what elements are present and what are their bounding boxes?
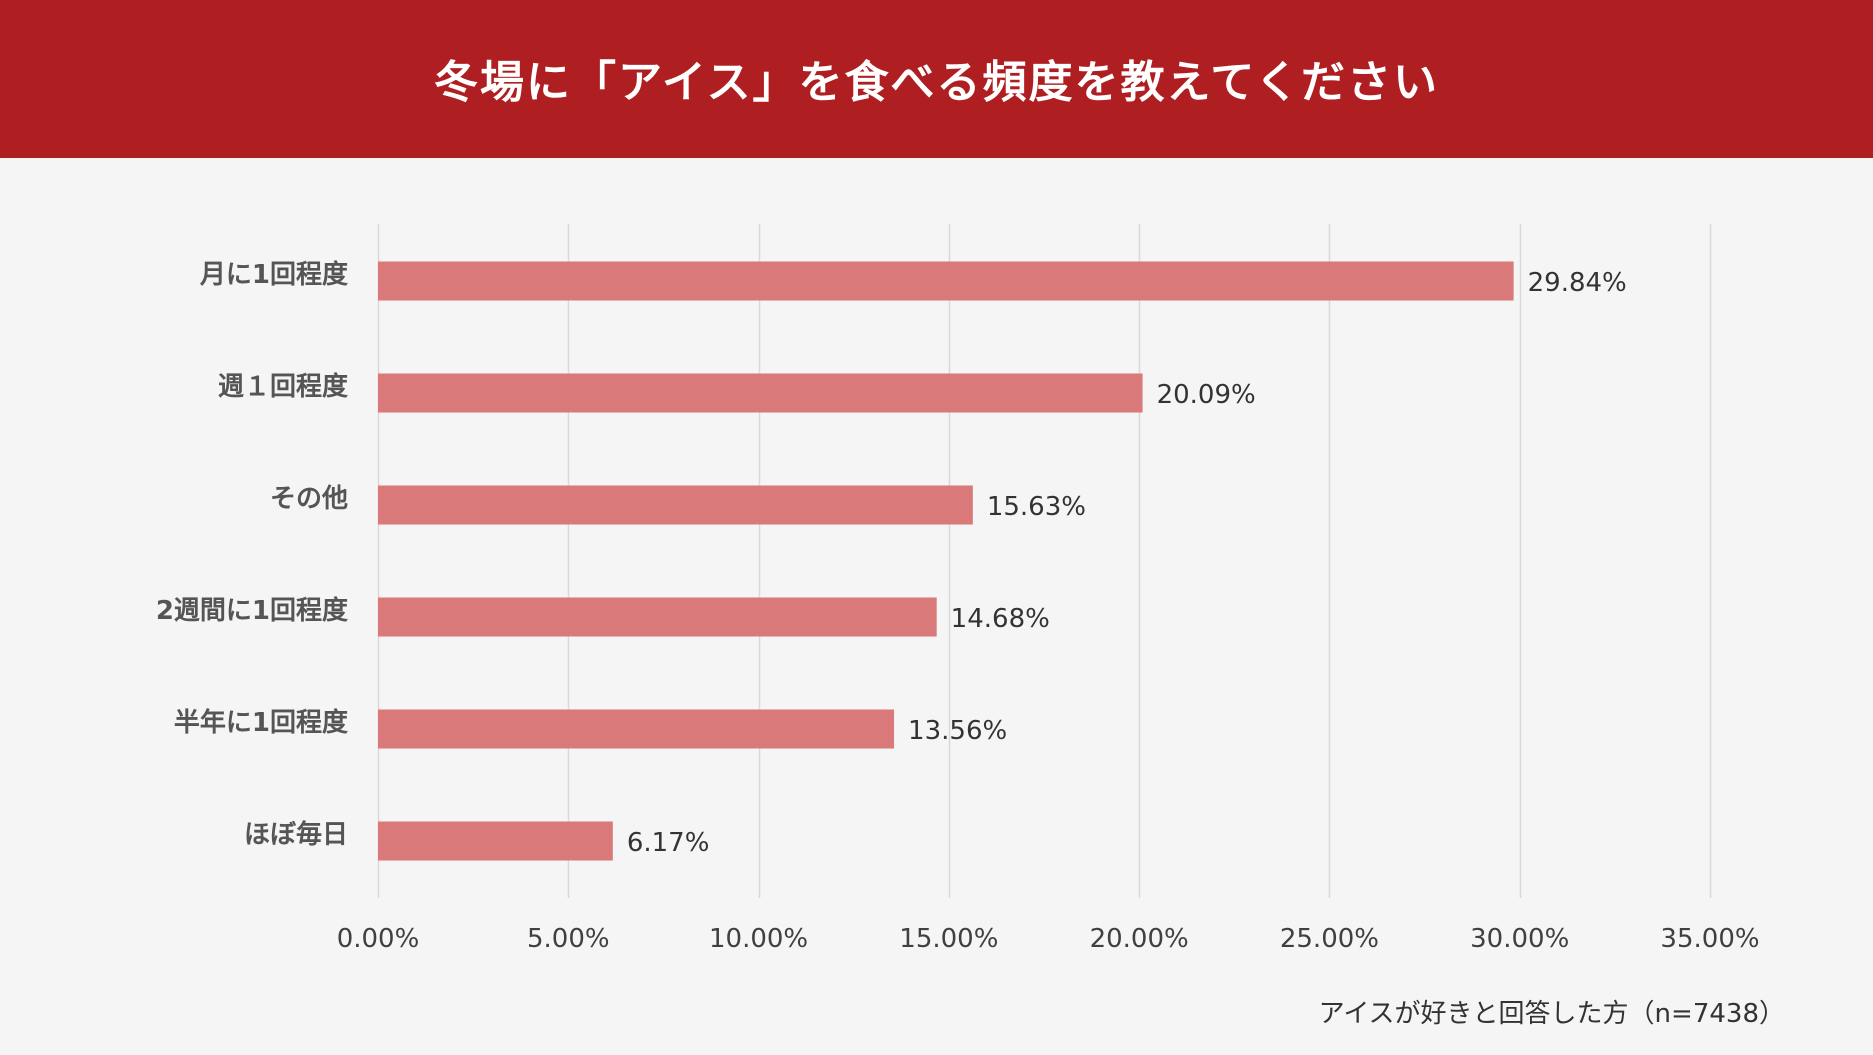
- bar: [378, 597, 937, 637]
- bar: [378, 261, 1514, 301]
- bar: [378, 373, 1143, 413]
- bars: [378, 261, 1514, 861]
- x-tick-label: 5.00%: [527, 924, 610, 954]
- x-tick-label: 30.00%: [1470, 924, 1569, 954]
- category-label: ほぼ毎日: [244, 820, 348, 850]
- bar: [378, 485, 973, 525]
- x-tick-label: 10.00%: [709, 924, 808, 954]
- x-tick-label: 25.00%: [1280, 924, 1379, 954]
- data-label: 15.63%: [987, 492, 1086, 522]
- sample-size-note: アイスが好きと回答した方（n=7438）: [1318, 999, 1785, 1029]
- x-axis-tick-labels: 0.00% 5.00% 10.00% 15.00% 20.00% 25.00% 30.00%…: [337, 924, 1760, 954]
- data-label: 29.84%: [1528, 268, 1627, 298]
- x-tick-label: 0.00%: [337, 924, 420, 954]
- category-label: その他: [270, 484, 348, 514]
- category-label: 月に1回程度: [199, 259, 348, 290]
- data-label: 20.09%: [1157, 380, 1256, 410]
- data-label: 6.17%: [627, 828, 710, 858]
- bar: [378, 821, 613, 861]
- x-tick-label: 20.00%: [1090, 924, 1189, 954]
- data-label: 13.56%: [908, 716, 1007, 746]
- x-tick-label: 35.00%: [1660, 924, 1759, 954]
- category-label: 週１回程度: [218, 371, 348, 402]
- x-tick-label: 15.00%: [899, 924, 998, 954]
- bar: [378, 709, 895, 749]
- data-labels: 29.84% 20.09% 15.63% 14.68% 13.56% 6.17%: [627, 268, 1627, 858]
- chart-header: 冬場に「アイス」を食べる頻度を教えてください: [0, 0, 1873, 158]
- grid-lines: [377, 224, 1712, 898]
- data-label: 14.68%: [951, 604, 1050, 634]
- category-label: 半年に1回程度: [174, 707, 348, 738]
- chart-title: 冬場に「アイス」を食べる頻度を教えてください: [434, 57, 1439, 108]
- category-label: 2週間に1回程度: [156, 595, 348, 626]
